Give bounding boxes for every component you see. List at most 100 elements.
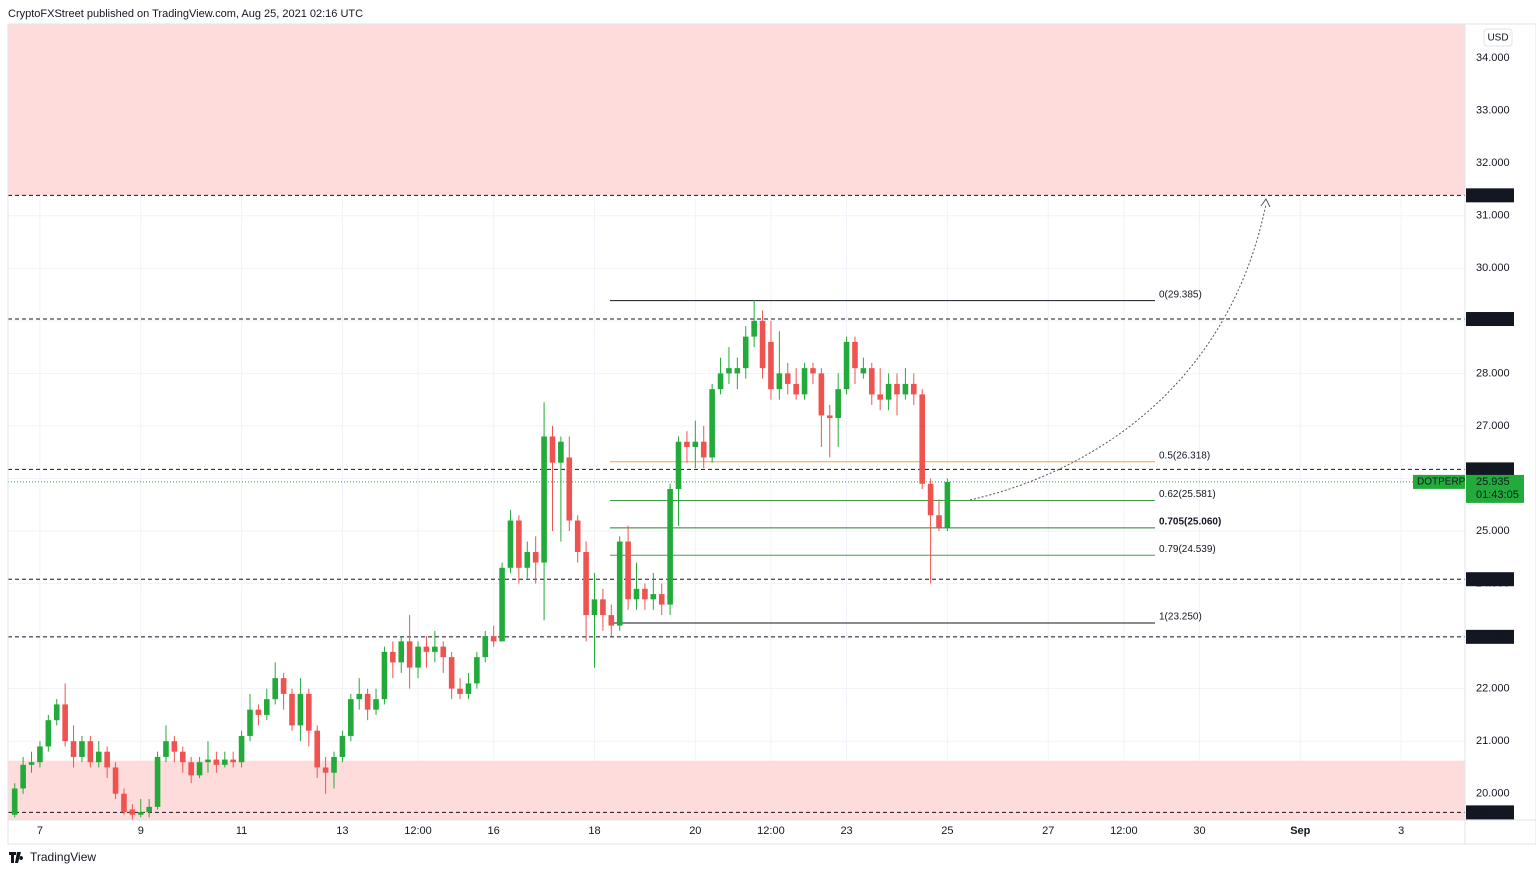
y-tick-label: 32.000	[1476, 157, 1510, 169]
candle-body	[616, 541, 623, 626]
candle-body	[238, 735, 245, 763]
candle-body	[104, 751, 110, 768]
candle-body	[188, 762, 194, 776]
candle-body	[742, 336, 749, 369]
fib-label: 0.705(25.060)	[1159, 517, 1221, 528]
candle-body	[272, 678, 279, 700]
candle-body	[70, 741, 77, 757]
candle-body	[490, 636, 497, 642]
x-tick-label: 7	[37, 825, 43, 837]
candle-body	[306, 693, 312, 731]
candle-body	[835, 389, 841, 419]
candle-body	[297, 693, 304, 726]
candle-body	[684, 441, 690, 447]
candle-body	[608, 615, 615, 626]
zone	[8, 24, 1465, 196]
level-tag	[1466, 462, 1514, 477]
candle-body	[776, 373, 783, 390]
candle-body	[289, 693, 295, 726]
candle-body	[734, 368, 741, 374]
currency-label: USD	[1487, 33, 1508, 44]
candle-body	[574, 520, 581, 553]
candle-body	[642, 588, 648, 600]
candle-body	[600, 599, 606, 616]
candle-body	[810, 368, 816, 374]
candle-body	[784, 373, 791, 384]
candle-body	[927, 483, 934, 516]
x-tick-label: 20	[689, 825, 701, 837]
candle-body	[11, 788, 18, 815]
x-tick-label: 25	[941, 825, 953, 837]
x-tick-label: 16	[488, 825, 500, 837]
candle-body	[759, 320, 766, 369]
candle-body	[650, 594, 657, 600]
candle-body	[230, 759, 236, 763]
candle-body	[448, 657, 455, 689]
candle-body	[768, 341, 774, 390]
y-tick-label: 34.000	[1476, 52, 1510, 64]
candle-body	[633, 588, 640, 600]
candle-body	[658, 594, 665, 605]
fib-label: 0.5(26.318)	[1159, 450, 1210, 461]
candle-body	[415, 646, 421, 668]
candle-body	[381, 651, 388, 700]
candle-body	[516, 520, 522, 568]
candle-body	[331, 756, 337, 773]
candle-body	[314, 730, 321, 768]
candle-body	[885, 383, 892, 400]
candle-body	[364, 693, 371, 710]
candle-body	[936, 515, 942, 528]
candle-body	[692, 441, 699, 447]
candle-body	[129, 809, 136, 815]
level-tag-label: 26.173	[1476, 463, 1510, 475]
candle-body	[507, 520, 514, 568]
candle-body	[62, 704, 68, 742]
candle-body	[163, 741, 169, 757]
candle-body	[667, 488, 673, 605]
y-tick-label: 27.000	[1476, 420, 1510, 432]
x-tick-label: 12:00	[1110, 825, 1138, 837]
candle-body	[877, 394, 883, 400]
symbol-tag-label: DOTPERP	[1417, 477, 1466, 488]
candle-body	[255, 709, 262, 715]
x-tick-label: 27	[1042, 825, 1054, 837]
candle-body	[860, 368, 867, 374]
candle-body	[95, 751, 102, 763]
level-tag	[1466, 629, 1514, 644]
candle-body	[423, 646, 430, 652]
candle-body	[944, 481, 951, 528]
y-tick-label: 28.000	[1476, 367, 1510, 379]
candle-body	[37, 746, 43, 763]
level-tag	[1466, 805, 1514, 820]
fib-label: 0.62(25.581)	[1159, 489, 1216, 500]
symbol-tag	[1413, 474, 1465, 489]
candle-body	[28, 762, 35, 765]
x-tick-label: 9	[138, 825, 144, 837]
x-tick-label: 23	[840, 825, 852, 837]
candle-body	[79, 741, 85, 757]
candle-body	[549, 436, 556, 463]
countdown-label: 01:43:05	[1476, 489, 1519, 501]
candle-body	[524, 552, 531, 568]
candle-body	[894, 383, 900, 395]
candle-body	[751, 320, 757, 337]
plot-area	[8, 24, 1465, 820]
currency-box[interactable]	[1483, 28, 1513, 47]
y-tick-label: 33.000	[1476, 105, 1510, 117]
candle-body	[625, 541, 631, 600]
candle-body	[700, 441, 707, 458]
candle-body	[53, 704, 60, 721]
candle-body	[179, 751, 186, 763]
candle-body	[910, 383, 917, 395]
candle-body	[398, 641, 405, 663]
candle-body	[121, 793, 127, 813]
candle-body	[709, 389, 715, 458]
level-tag	[1466, 188, 1514, 203]
candle-body	[213, 759, 220, 765]
candle-body	[432, 646, 438, 652]
x-tick-label: 18	[588, 825, 600, 837]
candle-body	[566, 457, 573, 521]
x-tick-label: 12:00	[404, 825, 432, 837]
candle-body	[171, 741, 178, 752]
